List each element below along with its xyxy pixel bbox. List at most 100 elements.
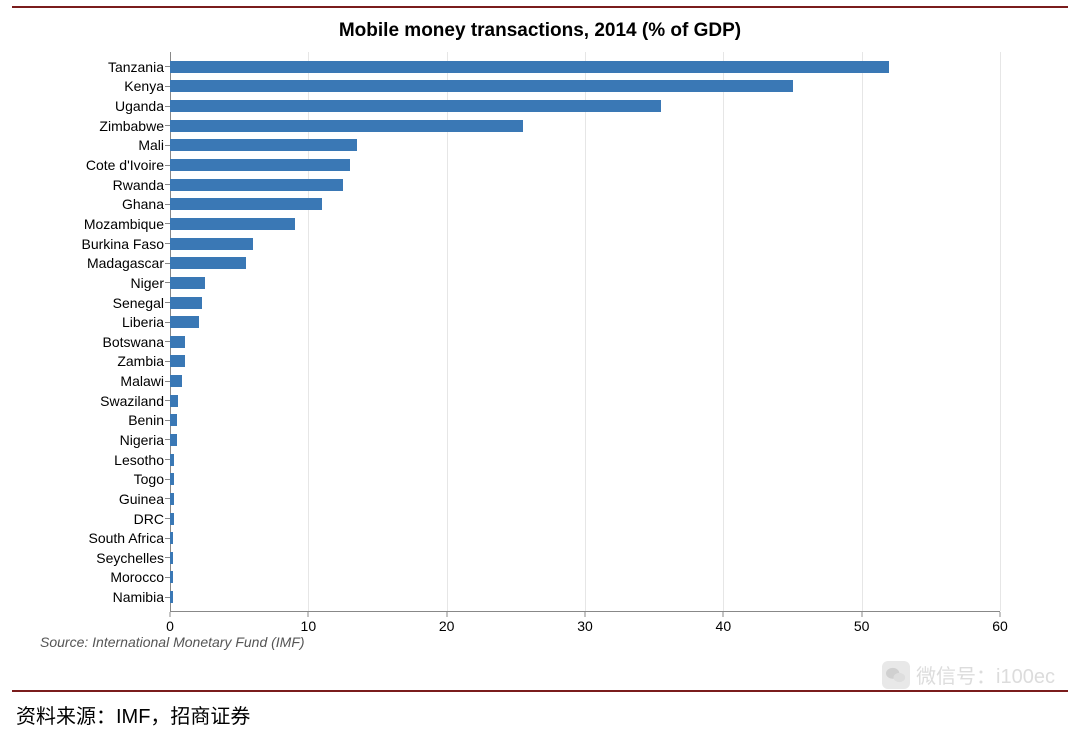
y-axis-label: Burkina Faso bbox=[44, 236, 170, 252]
y-axis-label: Togo bbox=[44, 471, 170, 487]
footer-source-text: 资料来源：IMF，招商证券 bbox=[16, 700, 250, 729]
y-axis-label: Uganda bbox=[44, 98, 170, 114]
watermark: 微信号：i100ec bbox=[882, 660, 1055, 689]
bar-row: Zambia bbox=[170, 353, 1000, 369]
y-tick-mark bbox=[165, 302, 170, 303]
y-axis-label: Tanzania bbox=[44, 59, 170, 75]
data-bar bbox=[170, 218, 295, 230]
y-tick-mark bbox=[165, 400, 170, 401]
data-bar bbox=[170, 375, 182, 387]
y-tick-mark bbox=[165, 381, 170, 382]
bar-row: Burkina Faso bbox=[170, 236, 1000, 252]
bar-row: Tanzania bbox=[170, 59, 1000, 75]
x-tick-label: 0 bbox=[166, 618, 174, 634]
y-axis-label: Madagascar bbox=[44, 255, 170, 271]
data-bar bbox=[170, 513, 174, 525]
x-axis-ticks: 0102030405060 bbox=[170, 612, 1000, 636]
watermark-text: 微信号：i100ec bbox=[916, 660, 1055, 689]
y-axis-label: South Africa bbox=[44, 530, 170, 546]
bar-row: Lesotho bbox=[170, 452, 1000, 468]
y-tick-mark bbox=[165, 459, 170, 460]
bar-row: Guinea bbox=[170, 491, 1000, 507]
bar-row: Nigeria bbox=[170, 432, 1000, 448]
data-bar bbox=[170, 297, 202, 309]
data-bar bbox=[170, 493, 174, 505]
y-tick-mark bbox=[165, 361, 170, 362]
data-bar bbox=[170, 179, 343, 191]
bar-row: Rwanda bbox=[170, 177, 1000, 193]
y-tick-mark bbox=[165, 322, 170, 323]
y-axis-label: Cote d'Ivoire bbox=[44, 157, 170, 173]
bar-rows: Tanzania Kenya Uganda Zimbabwe Mali Cote d'Iv… bbox=[170, 52, 1000, 612]
y-axis-label: Rwanda bbox=[44, 177, 170, 193]
data-bar bbox=[170, 139, 357, 151]
data-bar bbox=[170, 198, 322, 210]
y-axis-label: Nigeria bbox=[44, 432, 170, 448]
chart-container: Mobile money transactions, 2014 (% of GD… bbox=[40, 20, 1040, 660]
x-tick-mark bbox=[861, 612, 862, 617]
y-tick-mark bbox=[165, 557, 170, 558]
data-bar bbox=[170, 316, 199, 328]
chart-source-text: Source: International Monetary Fund (IMF… bbox=[40, 634, 305, 650]
x-tick-mark bbox=[723, 612, 724, 617]
y-axis-label: Senegal bbox=[44, 295, 170, 311]
bar-row: Liberia bbox=[170, 314, 1000, 330]
data-bar bbox=[170, 80, 793, 92]
bar-row: Malawi bbox=[170, 373, 1000, 389]
y-axis-label: Kenya bbox=[44, 78, 170, 94]
y-tick-mark bbox=[165, 439, 170, 440]
data-bar bbox=[170, 238, 253, 250]
bar-row: Benin bbox=[170, 412, 1000, 428]
wechat-icon bbox=[882, 661, 910, 689]
plot-area: Tanzania Kenya Uganda Zimbabwe Mali Cote d'Iv… bbox=[170, 52, 1000, 612]
bar-row: Zimbabwe bbox=[170, 118, 1000, 134]
y-tick-mark bbox=[165, 184, 170, 185]
chart-title: Mobile money transactions, 2014 (% of GD… bbox=[40, 20, 1040, 42]
x-tick-mark bbox=[585, 612, 586, 617]
y-axis-label: Zimbabwe bbox=[44, 118, 170, 134]
data-bar bbox=[170, 257, 246, 269]
y-axis-label: Malawi bbox=[44, 373, 170, 389]
bar-row: Niger bbox=[170, 275, 1000, 291]
data-bar bbox=[170, 473, 174, 485]
y-axis-label: Swaziland bbox=[44, 393, 170, 409]
data-bar bbox=[170, 100, 661, 112]
bar-row: Cote d'Ivoire bbox=[170, 157, 1000, 173]
x-tick-label: 60 bbox=[992, 618, 1008, 634]
bar-row: Mali bbox=[170, 137, 1000, 153]
y-axis-label: Morocco bbox=[44, 569, 170, 585]
data-bar bbox=[170, 434, 177, 446]
bar-row: Botswana bbox=[170, 334, 1000, 350]
y-tick-mark bbox=[165, 479, 170, 480]
x-tick-mark bbox=[170, 612, 171, 617]
x-gridline bbox=[1000, 52, 1001, 611]
y-tick-mark bbox=[165, 282, 170, 283]
y-axis-label: Zambia bbox=[44, 353, 170, 369]
bar-row: Uganda bbox=[170, 98, 1000, 114]
y-tick-mark bbox=[165, 597, 170, 598]
x-tick-label: 30 bbox=[577, 618, 593, 634]
x-tick-label: 50 bbox=[854, 618, 870, 634]
x-tick-mark bbox=[446, 612, 447, 617]
x-tick-label: 20 bbox=[439, 618, 455, 634]
y-tick-mark bbox=[165, 577, 170, 578]
y-axis-label: Guinea bbox=[44, 491, 170, 507]
data-bar bbox=[170, 414, 177, 426]
bar-row: DRC bbox=[170, 511, 1000, 527]
data-bar bbox=[170, 336, 185, 348]
y-tick-mark bbox=[165, 498, 170, 499]
data-bar bbox=[170, 552, 173, 564]
y-tick-mark bbox=[165, 341, 170, 342]
bar-row: South Africa bbox=[170, 530, 1000, 546]
x-tick-mark bbox=[308, 612, 309, 617]
bar-row: Kenya bbox=[170, 78, 1000, 94]
y-axis-label: Mali bbox=[44, 137, 170, 153]
data-bar bbox=[170, 571, 173, 583]
y-axis-label: Mozambique bbox=[44, 216, 170, 232]
y-tick-mark bbox=[165, 165, 170, 166]
y-axis-label: Namibia bbox=[44, 589, 170, 605]
y-tick-mark bbox=[165, 420, 170, 421]
data-bar bbox=[170, 454, 174, 466]
y-tick-mark bbox=[165, 106, 170, 107]
bar-row: Namibia bbox=[170, 589, 1000, 605]
